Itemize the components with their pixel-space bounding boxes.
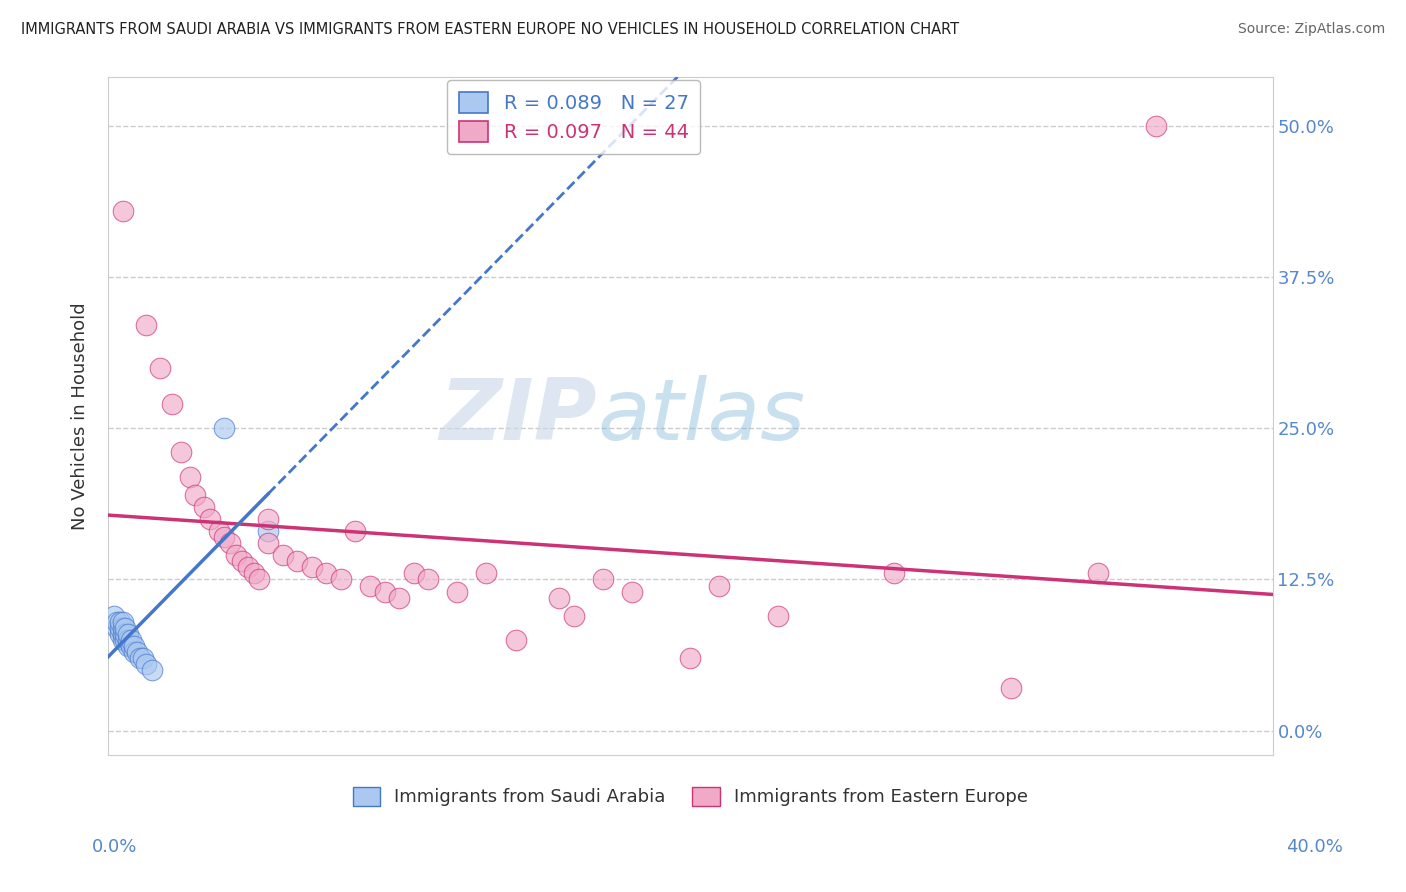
Point — [231, 554, 253, 568]
Text: 40.0%: 40.0% — [1286, 838, 1343, 856]
Point — [1144, 119, 1167, 133]
Point — [117, 639, 139, 653]
Point — [160, 397, 183, 411]
Point — [257, 524, 280, 538]
Point — [257, 536, 280, 550]
Text: atlas: atlas — [598, 375, 806, 458]
Point — [374, 584, 396, 599]
Point — [285, 554, 308, 568]
Point — [315, 566, 337, 581]
Point — [418, 573, 440, 587]
Point — [103, 608, 125, 623]
Point — [108, 627, 131, 641]
Point — [242, 566, 264, 581]
Point — [111, 621, 134, 635]
Point — [170, 445, 193, 459]
Point — [127, 645, 149, 659]
Point — [883, 566, 905, 581]
Point — [388, 591, 411, 605]
Point — [198, 512, 221, 526]
Point — [709, 578, 731, 592]
Point — [108, 621, 131, 635]
Point — [184, 488, 207, 502]
Point — [149, 360, 172, 375]
Y-axis label: No Vehicles in Household: No Vehicles in Household — [72, 302, 89, 530]
Point — [548, 591, 571, 605]
Text: Source: ZipAtlas.com: Source: ZipAtlas.com — [1237, 22, 1385, 37]
Point — [111, 627, 134, 641]
Point — [592, 573, 614, 587]
Point — [105, 621, 128, 635]
Point — [236, 560, 259, 574]
Point — [141, 663, 163, 677]
Point — [129, 651, 152, 665]
Point — [344, 524, 367, 538]
Point — [122, 645, 145, 659]
Text: ZIP: ZIP — [440, 375, 598, 458]
Point — [111, 615, 134, 629]
Point — [111, 203, 134, 218]
Point — [207, 524, 229, 538]
Point — [135, 657, 157, 672]
Point — [219, 536, 242, 550]
Text: IMMIGRANTS FROM SAUDI ARABIA VS IMMIGRANTS FROM EASTERN EUROPE NO VEHICLES IN HO: IMMIGRANTS FROM SAUDI ARABIA VS IMMIGRAN… — [21, 22, 959, 37]
Point — [114, 632, 136, 647]
Point — [562, 608, 585, 623]
Point — [105, 615, 128, 629]
Point — [120, 639, 142, 653]
Point — [257, 512, 280, 526]
Point — [505, 632, 527, 647]
Legend: Immigrants from Saudi Arabia, Immigrants from Eastern Europe: Immigrants from Saudi Arabia, Immigrants… — [346, 780, 1035, 814]
Point — [214, 530, 236, 544]
Point — [475, 566, 498, 581]
Point — [122, 639, 145, 653]
Text: 0.0%: 0.0% — [91, 838, 136, 856]
Point — [132, 651, 155, 665]
Point — [111, 632, 134, 647]
Point — [114, 627, 136, 641]
Point — [120, 632, 142, 647]
Point — [402, 566, 425, 581]
Point — [179, 469, 201, 483]
Point — [225, 549, 247, 563]
Point — [1087, 566, 1109, 581]
Point — [1000, 681, 1022, 696]
Point — [446, 584, 468, 599]
Point — [766, 608, 789, 623]
Point — [114, 621, 136, 635]
Point — [247, 573, 270, 587]
Point — [193, 500, 215, 514]
Point — [359, 578, 381, 592]
Point — [329, 573, 352, 587]
Point — [271, 549, 294, 563]
Point — [301, 560, 323, 574]
Point — [117, 632, 139, 647]
Point — [621, 584, 644, 599]
Point — [108, 615, 131, 629]
Point — [117, 627, 139, 641]
Point — [214, 421, 236, 435]
Point — [135, 318, 157, 333]
Point — [679, 651, 702, 665]
